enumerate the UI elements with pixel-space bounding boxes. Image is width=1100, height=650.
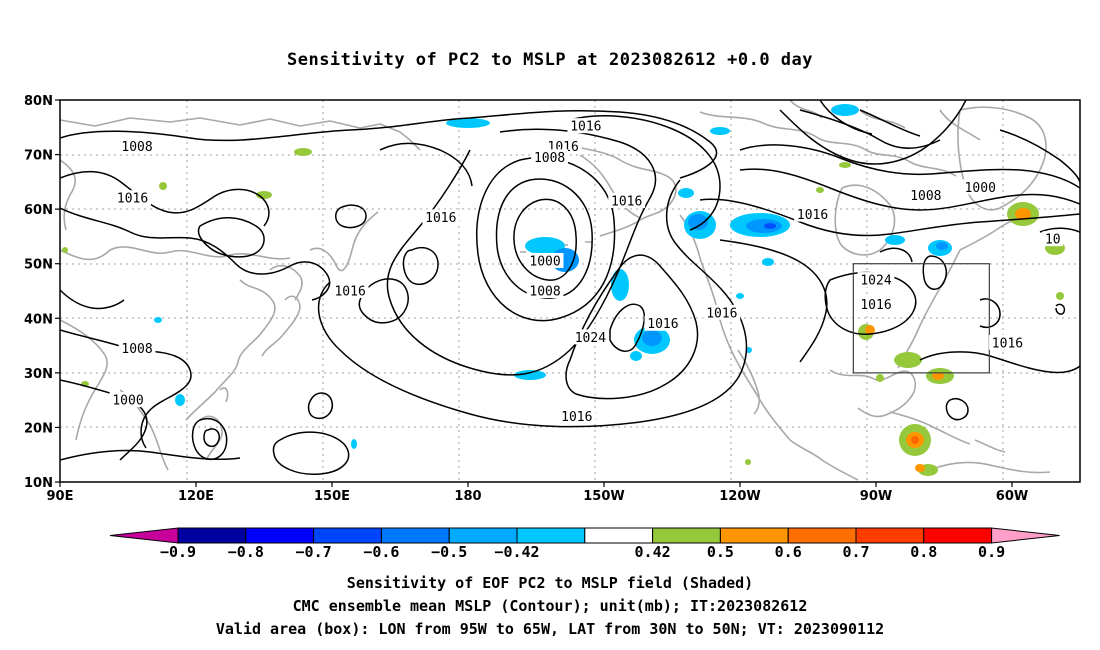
contour-label-bg xyxy=(526,283,564,298)
colorbar-label: 0.5 xyxy=(707,543,734,561)
caption-valid-area: Valid area (box): LON from 95W to 65W, L… xyxy=(215,620,885,638)
contour-label-bg xyxy=(526,252,564,268)
page-title: Sensitivity of PC2 to MSLP at 2023082612… xyxy=(286,50,813,70)
contour-label: 1016 xyxy=(647,317,678,332)
lat-label: 30N xyxy=(24,367,53,382)
colorbar-label: 0.8 xyxy=(910,543,937,561)
colorbar-label: −0.8 xyxy=(228,543,264,561)
mslp-isobars xyxy=(60,100,1080,475)
valid-area-rect xyxy=(852,263,990,374)
lon-label: 120W xyxy=(719,489,760,504)
lat-label: 70N xyxy=(24,149,53,164)
contour-label-bg xyxy=(422,209,460,225)
lat-label: 80N xyxy=(24,94,53,109)
contour-label-bg xyxy=(567,118,605,134)
longitude-labels: 90E 120E 150E 180 150W 120W 90W 60W xyxy=(47,482,1028,504)
contour-label: 10 xyxy=(1045,233,1061,248)
contour-label-bg xyxy=(109,392,147,408)
colorbar-swatch xyxy=(652,527,721,544)
colorbar-label: 0.42 xyxy=(635,543,671,561)
contour-label: 1016 xyxy=(425,211,456,226)
contour-label: 1016 xyxy=(611,194,642,209)
caption-contour: CMC ensemble mean MSLP (Contour); unit(m… xyxy=(292,597,808,615)
colorbar-swatch xyxy=(448,527,518,544)
contour-label: 1008 xyxy=(121,342,152,357)
contour-label-bg xyxy=(703,304,741,320)
contour-label: 1016 xyxy=(334,285,365,300)
contour-label: 1024 xyxy=(575,331,606,346)
colorbar-low-extend xyxy=(109,527,179,544)
colorbar-swatch xyxy=(380,527,450,544)
contour-label: 1008 xyxy=(529,285,560,300)
colorbar-swatch xyxy=(787,527,857,544)
lat-label: 20N xyxy=(24,421,53,436)
map-frame xyxy=(59,99,1081,483)
contour-label-bg xyxy=(1042,231,1063,247)
colorbar-label: −0.42 xyxy=(494,543,539,561)
contour-label-bg xyxy=(572,329,609,345)
contour-label: 1016 xyxy=(992,336,1023,351)
contour-label: 1024 xyxy=(860,274,891,289)
colorbar-label: 0.9 xyxy=(978,543,1005,561)
colorbar-label: 0.7 xyxy=(842,543,869,561)
latitude-labels: 80N 70N 60N 50N 40N 30N 20N 10N xyxy=(24,94,60,491)
contour-label-bg xyxy=(531,149,568,165)
colorbar-swatch xyxy=(923,527,993,544)
lon-label: 180 xyxy=(454,489,481,504)
lon-label: 150W xyxy=(583,489,624,504)
contour-label: 1016 xyxy=(117,192,148,207)
colorbar-label: −0.6 xyxy=(363,543,399,561)
contour-label: 1008 xyxy=(534,151,565,166)
caption-shaded: Sensitivity of EOF PC2 to MSLP field (Sh… xyxy=(346,574,754,592)
lon-label: 90W xyxy=(860,489,892,504)
colorbar-label: −0.9 xyxy=(160,543,196,561)
contour-label-bg xyxy=(961,179,999,195)
colorbar-high-extend xyxy=(991,527,1060,544)
lat-label: 10N xyxy=(24,476,53,491)
colorbar-swatch xyxy=(855,527,925,544)
contour-label-bg xyxy=(114,190,151,206)
contour-label: 1016 xyxy=(706,306,737,321)
contour-label: 1000 xyxy=(529,254,560,269)
colorbar-label: −0.7 xyxy=(296,543,332,561)
contour-label-bg xyxy=(907,187,945,203)
colorbar-swatch xyxy=(313,527,382,544)
contour-label: 1016 xyxy=(797,208,828,223)
lon-label: 60W xyxy=(996,489,1028,504)
colorbar-label: −0.5 xyxy=(431,543,467,561)
contour-labels: 1016 1016 1008 1016 1016 1000 1008 1016 1024 1016… xyxy=(109,118,1063,425)
contour-label-bg xyxy=(118,340,156,356)
lon-label: 120E xyxy=(178,489,214,504)
contour-label-bg xyxy=(989,334,1026,350)
contour-label-bg xyxy=(857,296,895,312)
contour-label-bg xyxy=(118,138,156,154)
contour-label: 1000 xyxy=(965,181,996,196)
contour-label-bg xyxy=(558,408,596,424)
colorbar-swatch xyxy=(516,527,586,544)
contour-label: 1016 xyxy=(561,410,592,425)
contour-label-bg xyxy=(857,272,895,288)
contour-label: 1016 xyxy=(570,120,601,135)
contour-label-bg xyxy=(644,315,682,331)
lat-label: 60N xyxy=(24,203,53,218)
contour-label-bg xyxy=(331,283,369,298)
contour-label: 1016 xyxy=(860,298,891,313)
contour-label: 1008 xyxy=(910,189,941,204)
contour-label-bg xyxy=(794,206,831,222)
valid-area-box xyxy=(852,263,990,374)
contour-label-bg xyxy=(608,192,646,208)
colorbar: −0.9 −0.8 −0.7 −0.6 −0.5 −0.42 0.42 0.5 0.6 0.7 0.… xyxy=(109,527,1060,561)
colorbar-swatch xyxy=(245,527,315,544)
lat-label: 40N xyxy=(24,312,53,327)
lat-label: 50N xyxy=(24,258,53,273)
colorbar-label: 0.6 xyxy=(775,543,802,561)
colorbar-swatch xyxy=(719,527,789,544)
colorbar-swatch xyxy=(584,527,654,544)
contour-label: 1000 xyxy=(112,394,143,409)
colorbar-swatch xyxy=(177,527,247,544)
lon-label: 150E xyxy=(314,489,350,504)
lon-label: 90E xyxy=(47,489,74,504)
contour-label: 1008 xyxy=(121,140,152,155)
